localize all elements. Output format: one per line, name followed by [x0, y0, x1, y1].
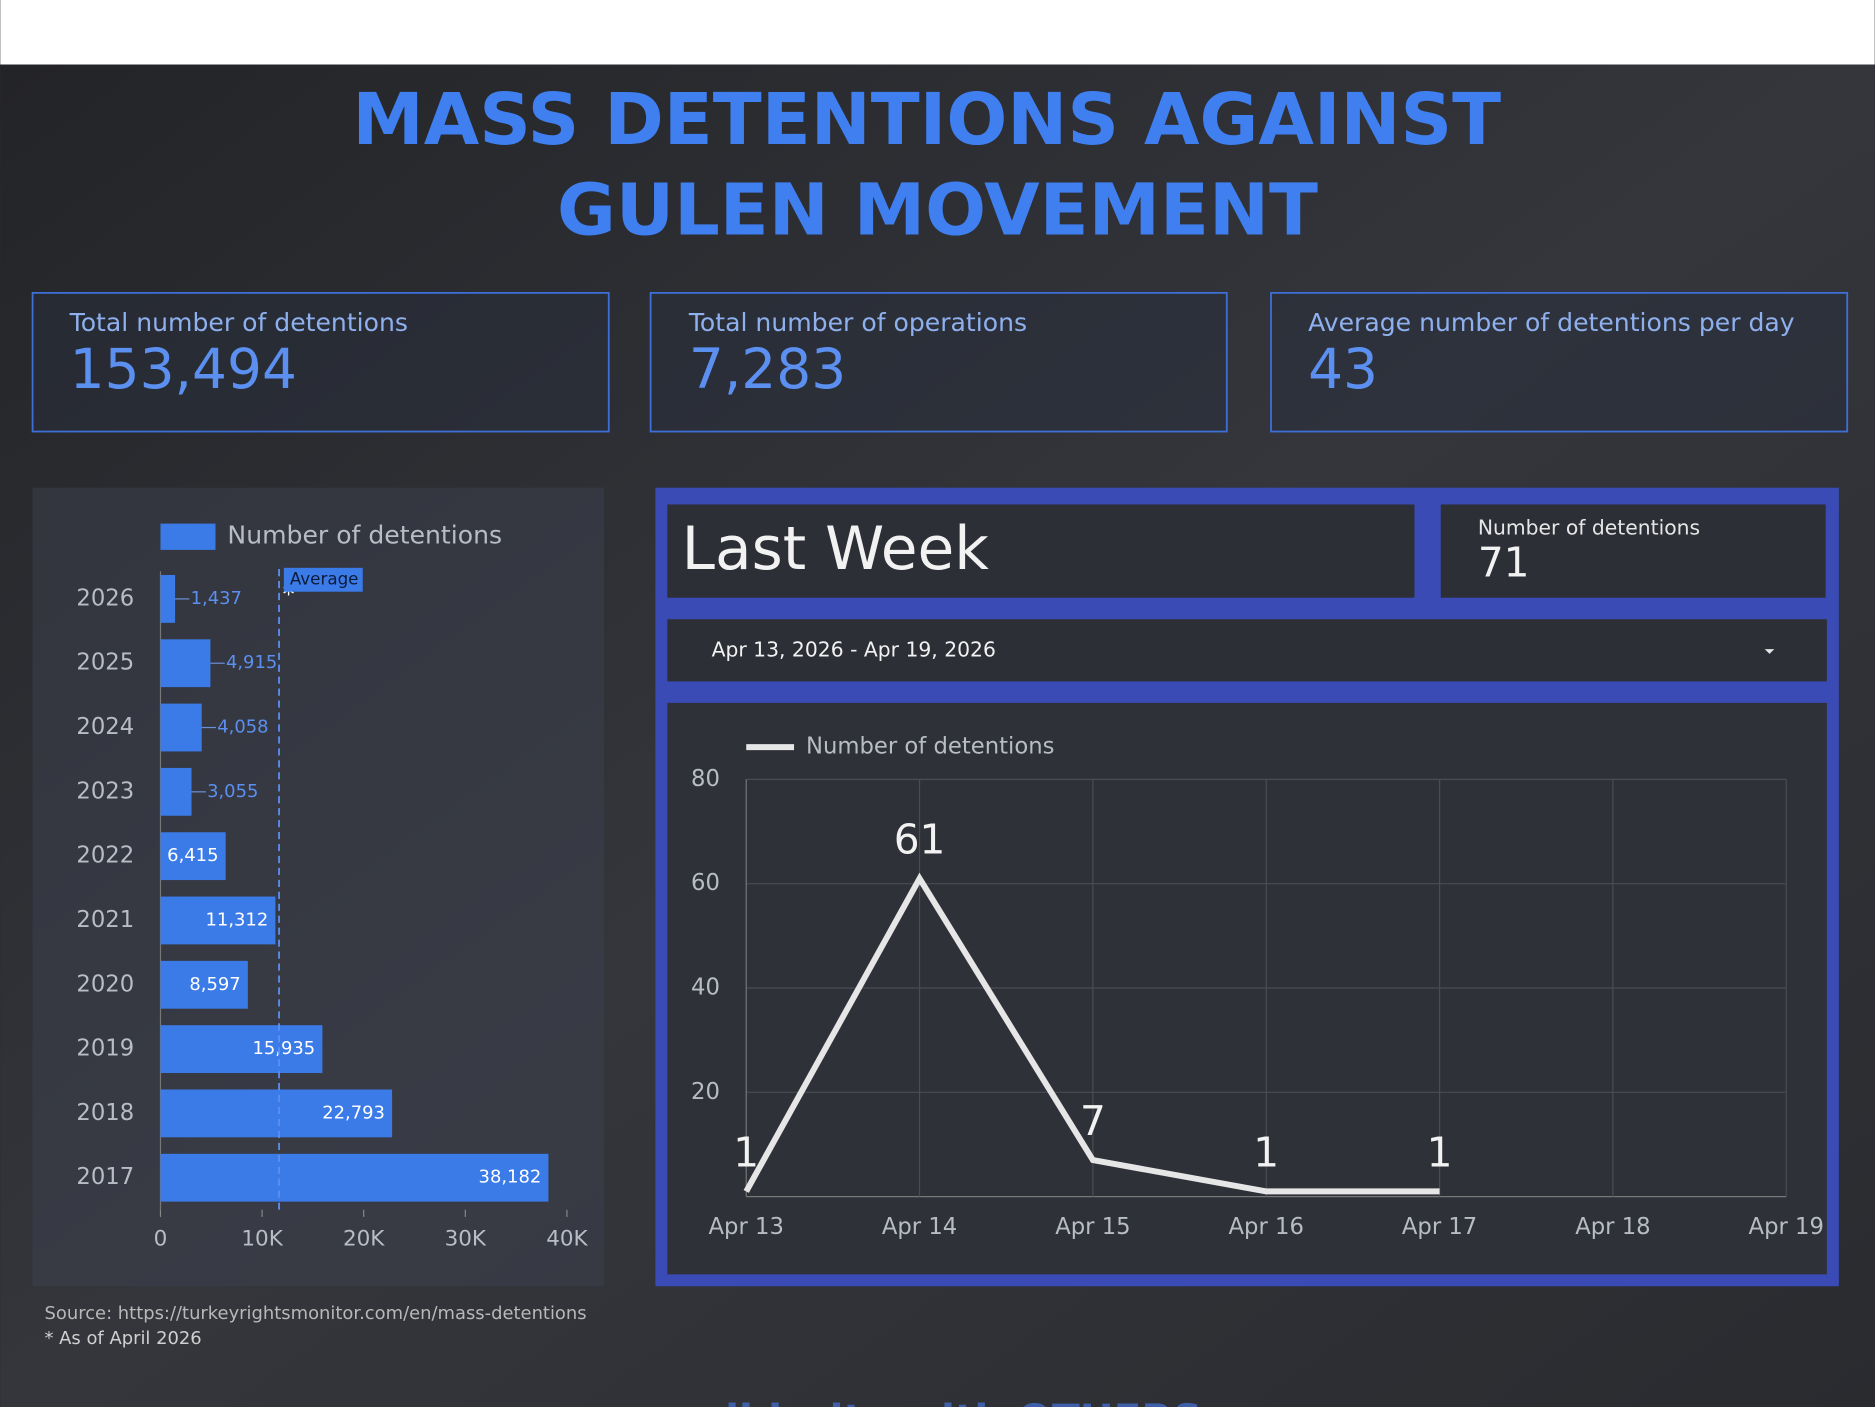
value-label: 15,935 — [253, 1038, 316, 1059]
kpi-label: Average number of detentions per day — [1308, 308, 1795, 337]
note: * As of April 2026 — [45, 1328, 202, 1349]
x-tick-label: 30K — [445, 1227, 487, 1252]
x-tick-label: Apr 19 — [1749, 1214, 1824, 1240]
y-tick-label: 2021 — [76, 907, 134, 933]
bar — [160, 832, 226, 881]
bar — [160, 1025, 323, 1074]
y-tick-label: 2022 — [76, 843, 134, 869]
y-tick-label: 20 — [691, 1079, 720, 1105]
date-range[interactable]: Apr 13, 2026 - Apr 19, 2026 — [712, 637, 996, 661]
data-label: 61 — [894, 816, 946, 864]
kpi-value: 153,494 — [70, 337, 297, 401]
legend-swatch — [160, 523, 216, 550]
value-label: 3,055 — [207, 781, 258, 802]
y-tick-label: 2017 — [76, 1164, 134, 1190]
value-label: 4,915 — [226, 652, 277, 673]
kpi-value: 43 — [1308, 337, 1378, 401]
kpi-box — [31, 291, 610, 433]
kpi-box — [649, 291, 1228, 433]
x-tick-label: Apr 17 — [1402, 1214, 1477, 1240]
x-tick-label: 20K — [343, 1227, 385, 1252]
scorecard-label: Number of detentions — [1478, 515, 1700, 539]
data-label: 1 — [733, 1129, 759, 1177]
bar — [160, 639, 211, 688]
y-tick-label: 40 — [691, 975, 720, 1001]
bar — [160, 767, 192, 816]
x-tick-label: 10K — [241, 1227, 283, 1252]
legend-label: Number of detentions — [227, 521, 502, 550]
y-tick-label: 2018 — [76, 1100, 134, 1126]
bar — [160, 703, 202, 752]
value-label: 6,415 — [167, 845, 218, 866]
data-label: 1 — [1253, 1129, 1279, 1177]
scorecard — [1440, 504, 1826, 598]
dropdown-arrow[interactable] — [1764, 649, 1775, 654]
kpi-label: Total number of operations — [688, 308, 1027, 337]
kpi-box — [1270, 291, 1849, 433]
bar — [160, 960, 248, 1009]
scorecard-value: 71 — [1478, 538, 1530, 586]
value-label: 22,793 — [322, 1102, 385, 1123]
x-tick-label: 0 — [154, 1227, 168, 1252]
title: GULEN MOVEMENT — [557, 168, 1318, 252]
legend-label: Number of detentions — [806, 734, 1054, 760]
bar — [160, 896, 276, 945]
x-tick-label: Apr 16 — [1229, 1214, 1304, 1240]
x-tick-label: 40K — [546, 1227, 588, 1252]
y-tick-label: 60 — [691, 870, 720, 896]
y-tick-label: 2023 — [76, 778, 134, 804]
y-tick-label: 2026 — [76, 585, 134, 611]
last-week-title: Last Week — [682, 515, 990, 584]
value-label: 8,597 — [189, 974, 240, 995]
top-bar — [0, 0, 1875, 65]
value-label: 4,058 — [217, 717, 268, 738]
value-label: 1,437 — [191, 588, 242, 609]
x-tick-label: Apr 14 — [882, 1214, 957, 1240]
value-label: 11,312 — [206, 909, 269, 930]
reference-tag — [283, 567, 363, 592]
banner: solidarity with OTHERS — [673, 1396, 1202, 1407]
line-series — [743, 872, 1440, 1195]
value-label: 38,182 — [479, 1167, 542, 1188]
kpi-label: Total number of detentions — [69, 308, 408, 337]
y-tick-label: 2020 — [76, 971, 134, 997]
bar — [160, 1089, 393, 1138]
date-range-control[interactable] — [667, 619, 1827, 682]
title: MASS DETENTIONS AGAINST — [352, 77, 1501, 161]
x-tick-label: Apr 13 — [709, 1214, 784, 1240]
y-tick-label: 80 — [691, 766, 720, 792]
title-box — [667, 504, 1415, 598]
data-label: 7 — [1080, 1097, 1106, 1145]
kpi-row: Total number of detentions 153,494 Total… — [31, 291, 1849, 433]
y-tick-label: 2024 — [76, 714, 134, 740]
x-tick-label: Apr 15 — [1055, 1214, 1130, 1240]
bar — [160, 1153, 549, 1202]
source: Source: https://turkeyrightsmonitor.com/… — [45, 1303, 587, 1324]
kpi-value: 7,283 — [689, 337, 846, 401]
reference-label: Average — [290, 568, 359, 588]
y-tick-label: 2019 — [76, 1036, 134, 1062]
bar — [160, 574, 176, 623]
bar-panel — [32, 487, 604, 1287]
data-label: 1 — [1427, 1129, 1453, 1177]
x-tick-label: Apr 18 — [1575, 1214, 1650, 1240]
y-tick-label: 2025 — [76, 650, 134, 676]
